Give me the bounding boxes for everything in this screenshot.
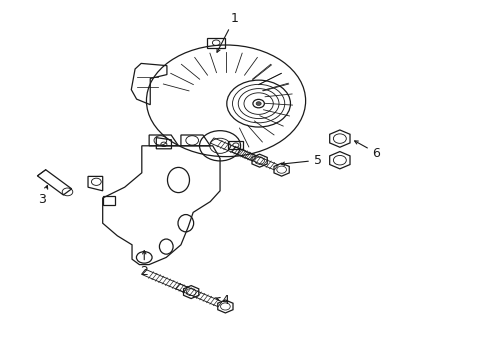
Circle shape	[256, 102, 261, 105]
Text: 2: 2	[140, 251, 148, 278]
Text: 4: 4	[215, 294, 228, 307]
Text: 1: 1	[217, 12, 238, 52]
Text: 3: 3	[38, 185, 47, 206]
Text: 5: 5	[281, 154, 321, 167]
Text: 6: 6	[354, 141, 380, 159]
